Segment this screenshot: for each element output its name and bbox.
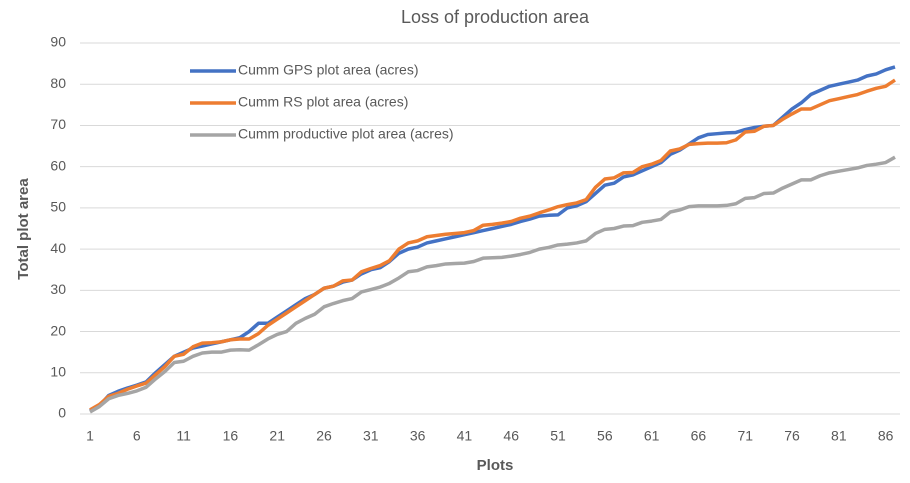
y-tick-label: 90 bbox=[50, 34, 66, 50]
x-tick-label: 36 bbox=[410, 428, 426, 444]
y-tick-label: 70 bbox=[50, 116, 66, 132]
x-axis-label: Plots bbox=[477, 457, 514, 474]
legend-label: Cumm GPS plot area (acres) bbox=[238, 62, 419, 78]
y-tick-label: 10 bbox=[50, 363, 66, 379]
y-axis-label: Total plot area bbox=[15, 178, 32, 280]
x-tick-label: 41 bbox=[457, 428, 473, 444]
x-tick-label: 31 bbox=[363, 428, 379, 444]
x-tick-label: 76 bbox=[784, 428, 800, 444]
x-tick-label: 71 bbox=[737, 428, 753, 444]
y-tick-label: 50 bbox=[50, 199, 66, 215]
x-tick-label: 86 bbox=[878, 428, 894, 444]
x-tick-label: 1 bbox=[86, 428, 94, 444]
legend-label: Cumm RS plot area (acres) bbox=[238, 94, 408, 110]
legend-label: Cumm productive plot area (acres) bbox=[238, 126, 454, 142]
x-tick-label: 6 bbox=[133, 428, 141, 444]
x-tick-label: 61 bbox=[644, 428, 660, 444]
x-tick-label: 11 bbox=[176, 428, 191, 444]
chart-title: Loss of production area bbox=[401, 7, 590, 27]
y-tick-label: 80 bbox=[50, 75, 66, 91]
x-tick-label: 51 bbox=[550, 428, 566, 444]
y-tick-label: 30 bbox=[50, 281, 66, 297]
y-tick-label: 20 bbox=[50, 322, 66, 338]
series-line bbox=[89, 78, 896, 412]
x-tick-label: 16 bbox=[223, 428, 239, 444]
x-tick-label: 66 bbox=[691, 428, 707, 444]
x-tick-label: 26 bbox=[316, 428, 332, 444]
x-tick-label: 21 bbox=[269, 428, 285, 444]
y-tick-label: 60 bbox=[50, 157, 66, 173]
x-tick-label: 56 bbox=[597, 428, 613, 444]
x-tick-label: 81 bbox=[831, 428, 847, 444]
x-tick-label: 46 bbox=[503, 428, 519, 444]
y-tick-label: 40 bbox=[50, 240, 66, 256]
y-tick-label: 0 bbox=[58, 405, 66, 421]
series-line bbox=[89, 155, 896, 414]
